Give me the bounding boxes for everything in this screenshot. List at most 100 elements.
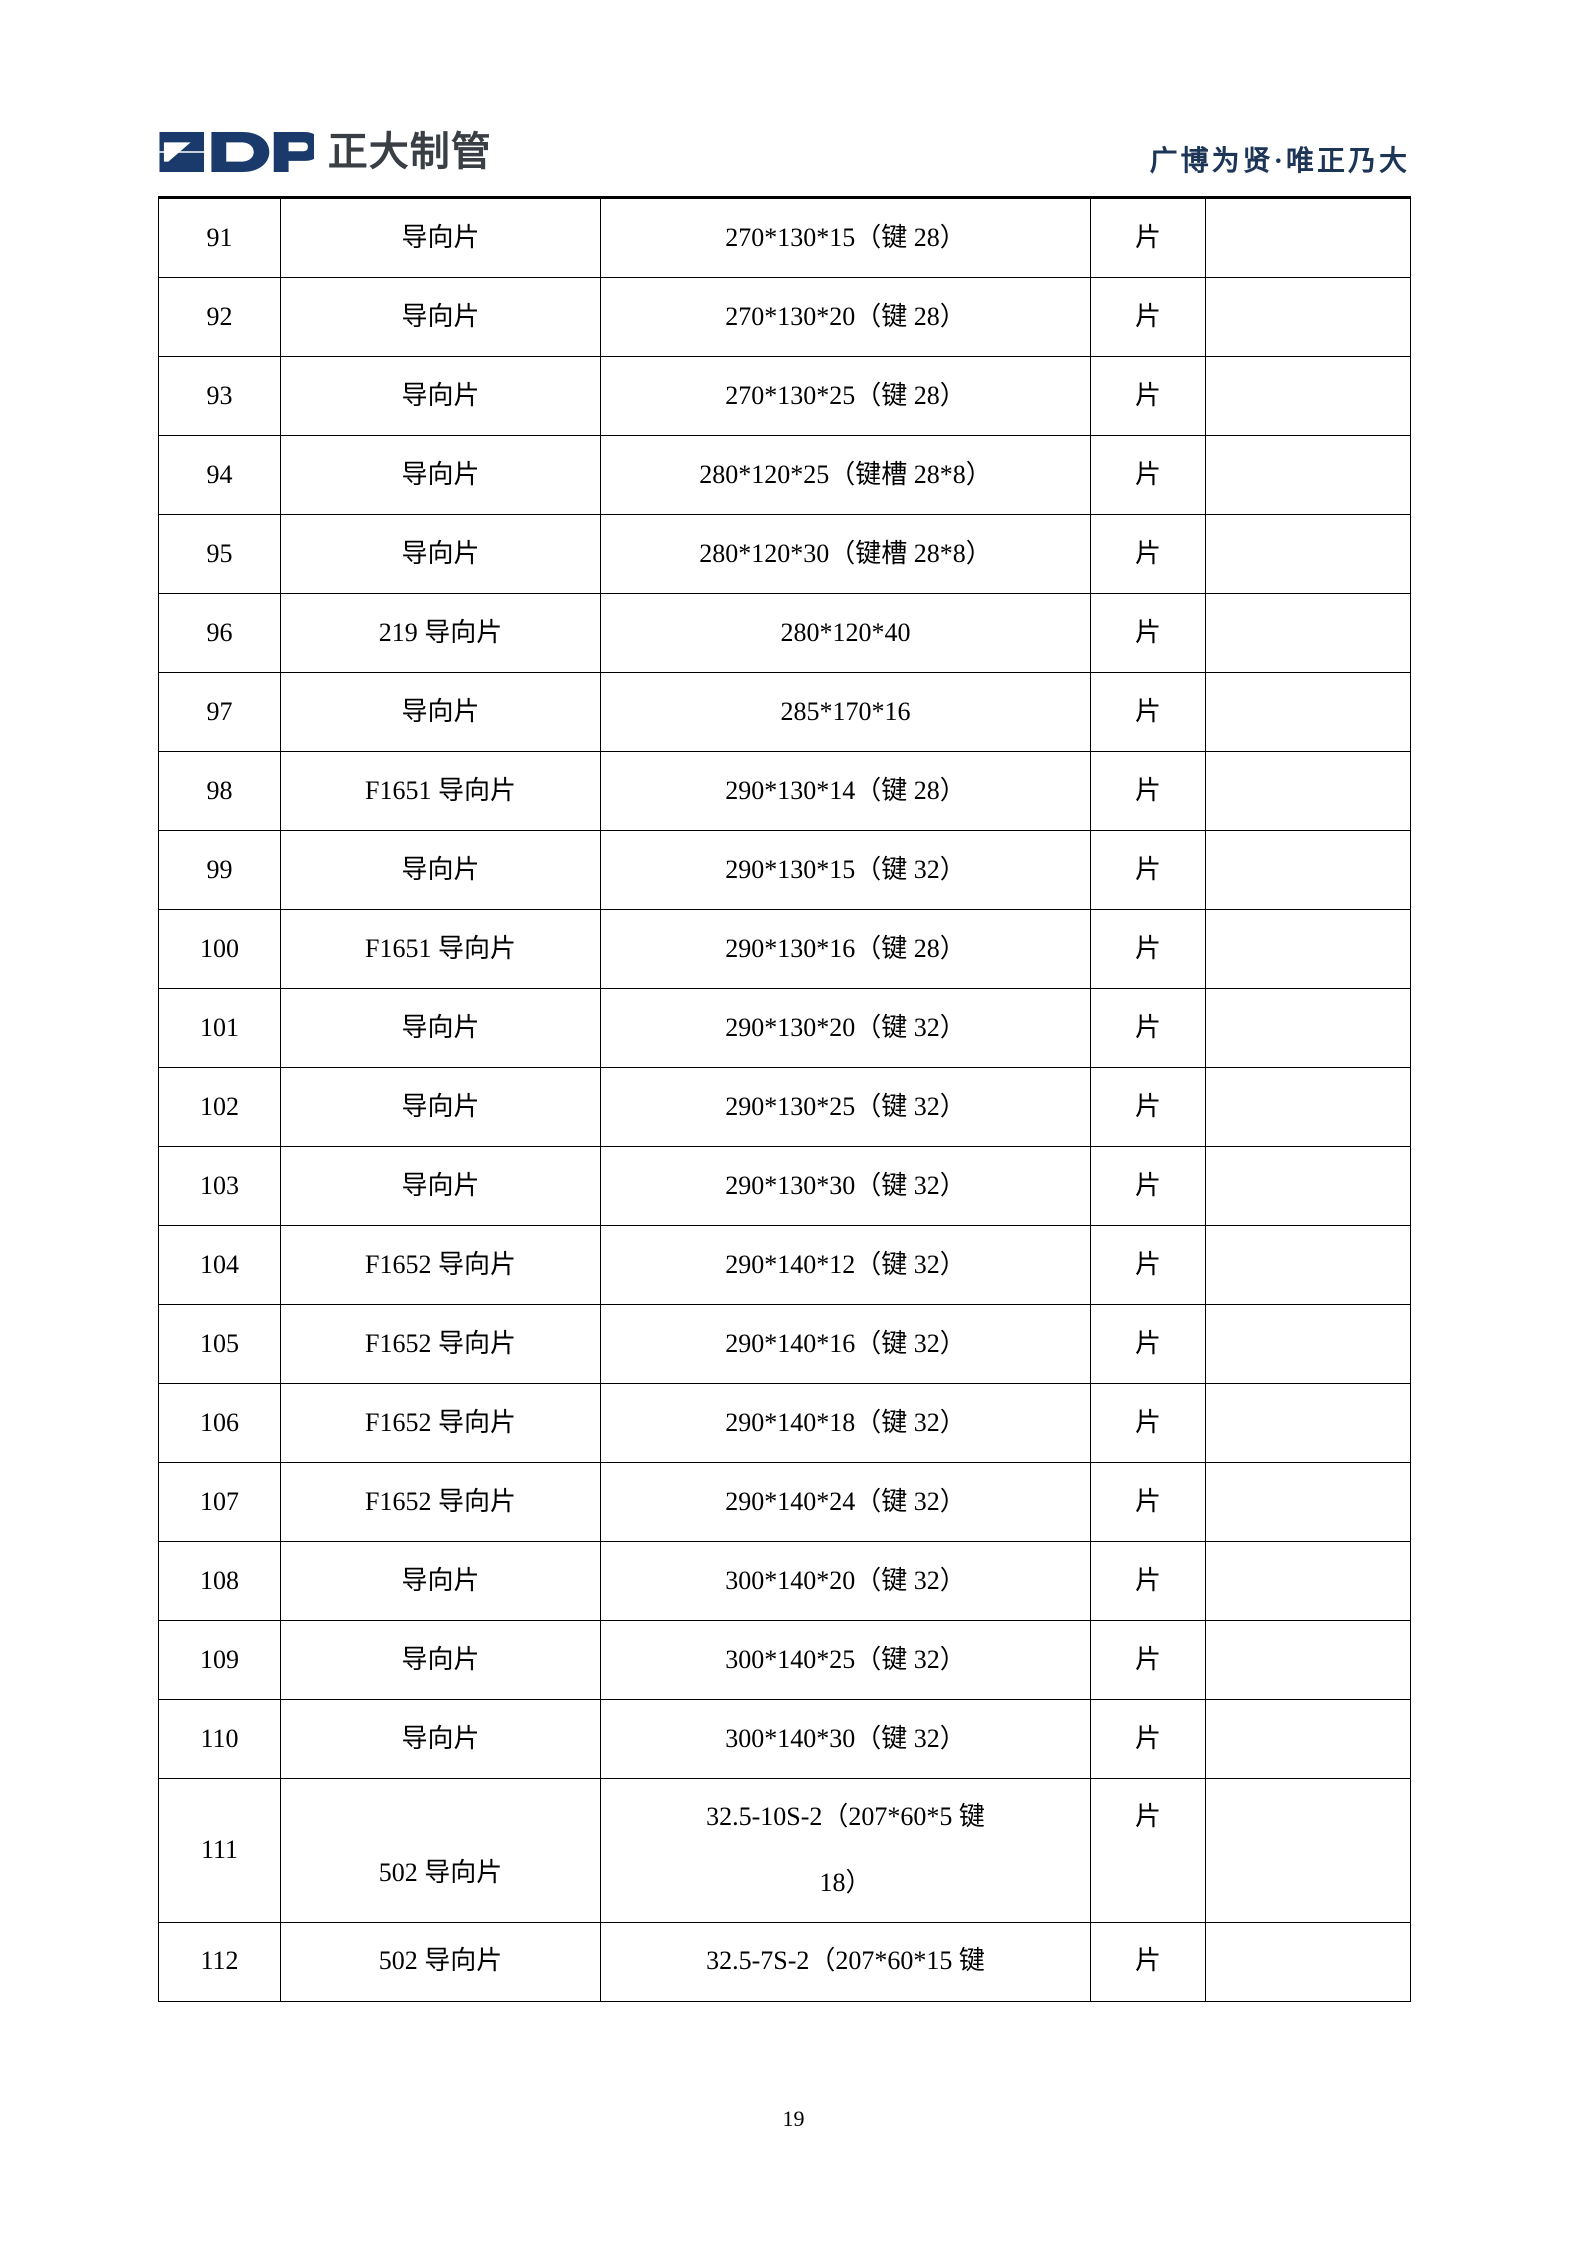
cell-extra bbox=[1205, 1146, 1411, 1226]
cell-spec: 290*140*16（键 32） bbox=[600, 1304, 1091, 1384]
table-row: 100 F1651 导向片 290*130*16（键 28）片 bbox=[158, 909, 1411, 989]
table-row: 94 导向片 280*120*25（键槽 28*8）片 bbox=[158, 435, 1411, 515]
page-header: 正大制管 广博为贤·唯正乃大 bbox=[158, 118, 1410, 180]
cell-name: 导向片 bbox=[280, 1146, 601, 1226]
cell-extra bbox=[1205, 1699, 1411, 1779]
page-footer: 19 bbox=[0, 2106, 1587, 2132]
table-row: 97 导向片 285*170*16 片 bbox=[158, 672, 1411, 752]
company-logo: 正大制管 bbox=[158, 124, 492, 180]
cell-spec: 280*120*25（键槽 28*8） bbox=[600, 435, 1091, 515]
company-tagline: 广博为贤·唯正乃大 bbox=[1149, 146, 1410, 177]
cell-index: 109 bbox=[158, 1620, 281, 1700]
company-name-cn: 正大制管 bbox=[327, 130, 492, 174]
cell-spec: 32.5-10S-2（207*60*5 键 18） bbox=[600, 1778, 1091, 1923]
cell-spec: 300*140*25（键 32） bbox=[600, 1620, 1091, 1700]
cell-unit: 片 bbox=[1090, 830, 1206, 910]
cell-name: 219 导向片 bbox=[280, 593, 601, 673]
cell-spec: 290*140*12（键 32） bbox=[600, 1225, 1091, 1305]
cell-index: 104 bbox=[158, 1225, 281, 1305]
cell-spec: 280*120*30（键槽 28*8） bbox=[600, 514, 1091, 594]
cell-spec-line-1: 32.5-10S-2（207*60*5 键 bbox=[706, 1802, 985, 1831]
cell-unit: 片 bbox=[1090, 1462, 1206, 1542]
cell-name: 导向片 bbox=[280, 672, 601, 752]
cell-unit: 片 bbox=[1090, 1146, 1206, 1226]
cell-extra bbox=[1205, 197, 1411, 278]
cell-unit: 片 bbox=[1090, 1620, 1206, 1700]
cell-index: 112 bbox=[158, 1921, 281, 2002]
cell-index: 111 bbox=[158, 1778, 281, 1923]
cell-index: 102 bbox=[158, 1067, 281, 1147]
cell-name: F1652 导向片 bbox=[280, 1383, 601, 1463]
table-row: 98 F1651 导向片 290*130*14（键 28）片 bbox=[158, 751, 1411, 831]
cell-unit: 片 bbox=[1090, 1383, 1206, 1463]
cell-index: 103 bbox=[158, 1146, 281, 1226]
cell-spec: 285*170*16 bbox=[600, 672, 1091, 752]
cell-extra bbox=[1205, 988, 1411, 1068]
table-row: 102 导向片 290*130*25（键 32）片 bbox=[158, 1067, 1411, 1147]
cell-extra bbox=[1205, 1778, 1411, 1923]
cell-extra bbox=[1205, 830, 1411, 910]
cell-extra bbox=[1205, 751, 1411, 831]
cell-spec: 270*130*25（键 28） bbox=[600, 356, 1091, 436]
parts-table-body: 91 导向片 270*130*15（键 28）片 92 导向片 270*130*20（键 … bbox=[158, 197, 1411, 2002]
cell-unit: 片 bbox=[1090, 197, 1206, 278]
table-row: 106 F1652 导向片 290*140*18（键 32）片 bbox=[158, 1383, 1411, 1463]
cell-name: 导向片 bbox=[280, 197, 601, 278]
cell-unit: 片 bbox=[1090, 1921, 1206, 2002]
cell-index: 106 bbox=[158, 1383, 281, 1463]
cell-name: 导向片 bbox=[280, 1541, 601, 1621]
cell-extra bbox=[1205, 277, 1411, 357]
cell-unit: 片 bbox=[1090, 435, 1206, 515]
cell-unit: 片 bbox=[1090, 593, 1206, 673]
cell-name: 502 导向片 bbox=[280, 1921, 601, 2002]
cell-unit: 片 bbox=[1090, 1067, 1206, 1147]
cell-unit: 片 bbox=[1090, 1304, 1206, 1384]
cell-index: 99 bbox=[158, 830, 281, 910]
cell-unit: 片 bbox=[1090, 1778, 1206, 1923]
cell-spec: 290*130*14（键 28） bbox=[600, 751, 1091, 831]
cell-spec: 280*120*40 bbox=[600, 593, 1091, 673]
cell-name: 导向片 bbox=[280, 1699, 601, 1779]
cell-index: 94 bbox=[158, 435, 281, 515]
cell-spec: 290*130*20（键 32） bbox=[600, 988, 1091, 1068]
cell-name: F1651 导向片 bbox=[280, 909, 601, 989]
cell-name: 导向片 bbox=[280, 356, 601, 436]
cell-name: 导向片 bbox=[280, 435, 601, 515]
table-row: 99 导向片 290*130*15（键 32）片 bbox=[158, 830, 1411, 910]
table-row: 110 导向片 300*140*30（键 32）片 bbox=[158, 1699, 1411, 1779]
cell-extra bbox=[1205, 672, 1411, 752]
cell-index: 101 bbox=[158, 988, 281, 1068]
cell-extra bbox=[1205, 514, 1411, 594]
cell-extra bbox=[1205, 1225, 1411, 1305]
cell-name: F1652 导向片 bbox=[280, 1225, 601, 1305]
table-row: 107 F1652 导向片 290*140*24（键 32）片 bbox=[158, 1462, 1411, 1542]
cell-spec: 270*130*20（键 28） bbox=[600, 277, 1091, 357]
cell-extra bbox=[1205, 1462, 1411, 1542]
cell-extra bbox=[1205, 909, 1411, 989]
cell-extra bbox=[1205, 593, 1411, 673]
cell-index: 93 bbox=[158, 356, 281, 436]
cell-spec: 300*140*30（键 32） bbox=[600, 1699, 1091, 1779]
cell-unit: 片 bbox=[1090, 277, 1206, 357]
cell-index: 98 bbox=[158, 751, 281, 831]
cell-spec-line-2: 18） bbox=[819, 1868, 872, 1898]
cell-extra bbox=[1205, 1383, 1411, 1463]
cell-spec: 32.5-7S-2（207*60*15 键 bbox=[600, 1921, 1091, 2002]
cell-index: 95 bbox=[158, 514, 281, 594]
cell-extra bbox=[1205, 1921, 1411, 2002]
cell-index: 107 bbox=[158, 1462, 281, 1542]
cell-index: 96 bbox=[158, 593, 281, 673]
table-row: 104 F1652 导向片 290*140*12（键 32）片 bbox=[158, 1225, 1411, 1305]
cell-unit: 片 bbox=[1090, 514, 1206, 594]
cell-spec: 290*140*24（键 32） bbox=[600, 1462, 1091, 1542]
cell-index: 100 bbox=[158, 909, 281, 989]
table-row: 108 导向片 300*140*20（键 32）片 bbox=[158, 1541, 1411, 1621]
parts-table: 91 导向片 270*130*15（键 28）片 92 导向片 270*130*20（键 … bbox=[158, 196, 1411, 2002]
cell-index: 105 bbox=[158, 1304, 281, 1384]
cell-name: 导向片 bbox=[280, 277, 601, 357]
cell-spec: 290*130*25（键 32） bbox=[600, 1067, 1091, 1147]
cell-name: F1651 导向片 bbox=[280, 751, 601, 831]
cell-extra bbox=[1205, 356, 1411, 436]
cell-extra bbox=[1205, 1067, 1411, 1147]
cell-name: 导向片 bbox=[280, 988, 601, 1068]
